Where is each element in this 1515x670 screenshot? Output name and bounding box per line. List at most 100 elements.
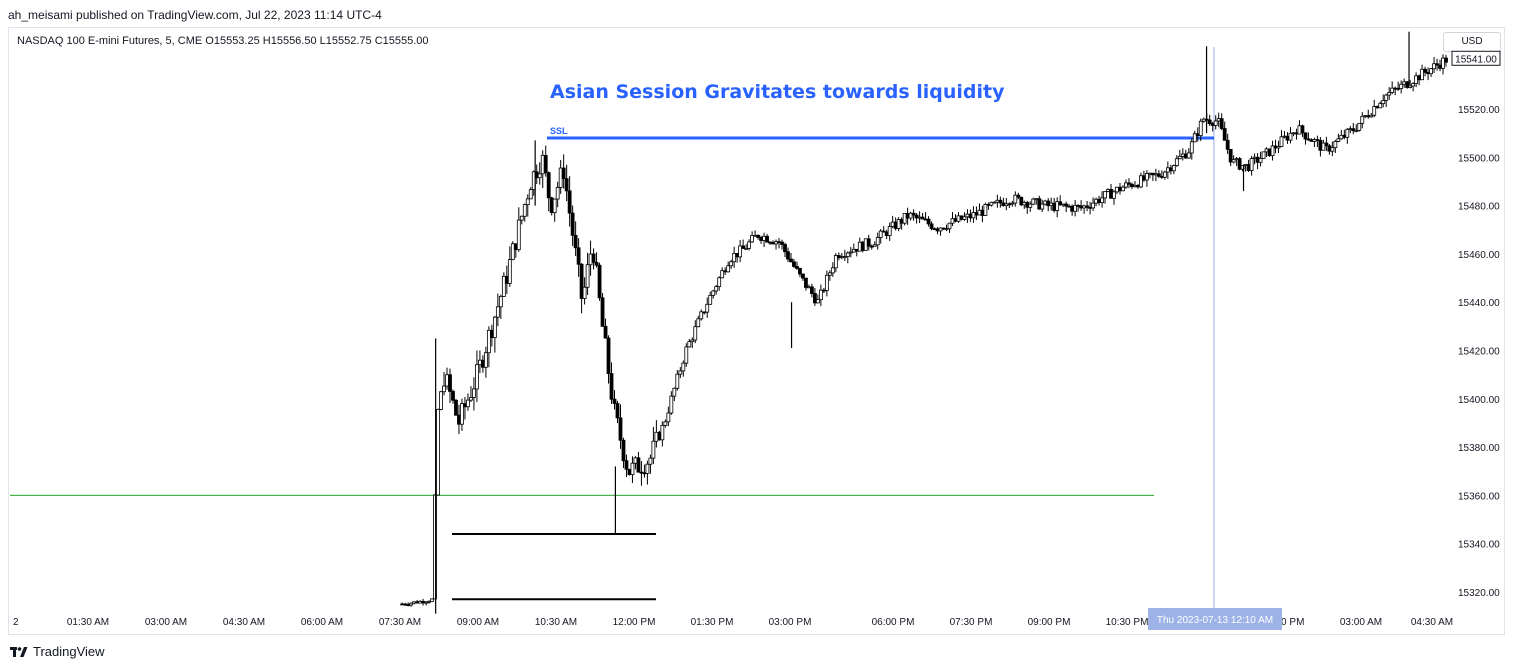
candle-body	[738, 245, 743, 258]
candle-body	[762, 235, 766, 241]
candle	[756, 234, 760, 240]
candle-body	[1405, 81, 1410, 88]
candle	[893, 217, 898, 231]
candle	[448, 368, 452, 403]
candle	[603, 318, 608, 339]
candle	[1085, 200, 1089, 212]
candle-body	[795, 266, 799, 269]
candle-body	[430, 598, 434, 602]
candle	[875, 232, 880, 250]
candle-body	[415, 601, 419, 604]
candle	[1061, 203, 1066, 208]
candle-body	[1165, 167, 1170, 173]
candle-body	[588, 253, 593, 266]
candle	[1372, 99, 1377, 118]
candle-body	[454, 399, 458, 416]
candle	[1058, 195, 1063, 206]
candle-body	[717, 277, 722, 287]
candle-body	[908, 212, 913, 219]
candle-body	[1384, 94, 1389, 101]
candle-body	[1339, 134, 1344, 140]
candle	[860, 240, 865, 253]
candle-body	[1088, 206, 1092, 209]
candle-body	[1411, 83, 1416, 87]
candle-body	[1333, 141, 1338, 149]
candle	[1390, 81, 1395, 95]
candle	[427, 600, 431, 604]
candle-body	[956, 215, 961, 222]
candle-body	[1064, 203, 1069, 207]
candle-body	[1279, 136, 1284, 147]
candle-body	[1381, 100, 1386, 105]
candle-body	[780, 241, 784, 245]
candle-body	[412, 601, 417, 604]
candle	[1145, 170, 1149, 187]
candle-body	[483, 352, 488, 368]
candle	[789, 252, 793, 263]
candle-body	[1067, 205, 1072, 208]
candle	[621, 437, 626, 469]
tradingview-footer[interactable]: TradingView	[10, 644, 105, 659]
candle	[977, 203, 982, 216]
candle	[1076, 204, 1081, 212]
candle-body	[980, 209, 985, 216]
candle-body	[947, 222, 952, 230]
candle-body	[498, 296, 503, 308]
candle-body	[1103, 190, 1107, 199]
candle	[651, 426, 656, 464]
candle-body	[516, 219, 521, 251]
publisher-caption: ah_meisami published on TradingView.com,…	[8, 8, 382, 22]
candle	[869, 244, 874, 250]
candle	[854, 248, 859, 257]
candle	[1046, 198, 1051, 212]
candle	[813, 288, 817, 306]
candle-body	[639, 471, 644, 474]
candle	[917, 211, 922, 224]
candle	[460, 398, 464, 431]
candle-body	[693, 326, 698, 341]
candle	[1162, 170, 1167, 180]
candle-body	[995, 199, 1000, 203]
candle-body	[711, 290, 716, 296]
candle-body	[561, 167, 566, 179]
y-tick-label: 15420.00	[1458, 347, 1500, 358]
candle	[1285, 132, 1290, 144]
candle	[1148, 172, 1152, 179]
candle	[597, 262, 602, 301]
candle-body	[1300, 125, 1305, 134]
candle	[1438, 59, 1442, 72]
candle-body	[971, 212, 976, 219]
candle	[983, 202, 988, 216]
candle-body	[720, 270, 725, 279]
candle	[406, 602, 411, 607]
candle-body	[1136, 184, 1140, 188]
candle	[714, 284, 719, 295]
candle-body	[1297, 125, 1302, 135]
candle	[1417, 74, 1421, 86]
candle	[504, 265, 509, 295]
x-tick-label: 01:30 PM	[1262, 617, 1305, 628]
candle	[1091, 197, 1095, 211]
candle	[759, 235, 763, 244]
candle	[1357, 122, 1362, 132]
candle-body	[1073, 204, 1078, 212]
candle	[561, 154, 566, 189]
candle-body	[1264, 148, 1269, 153]
candle-body	[869, 245, 874, 248]
candle-body	[421, 600, 425, 604]
candle	[956, 212, 961, 224]
candle	[836, 252, 841, 261]
candle	[1375, 105, 1380, 109]
candle	[1420, 64, 1424, 81]
candle	[842, 249, 847, 261]
candle	[430, 598, 434, 602]
candle	[630, 456, 635, 484]
candle	[1040, 199, 1045, 213]
candle-body	[1049, 202, 1054, 207]
candle	[1159, 170, 1164, 179]
x-tick-label: 07:30 AM	[379, 617, 421, 628]
candle	[1288, 127, 1293, 144]
annotation-title: Asian Session Gravitates towards liquidi…	[550, 81, 1005, 103]
candle-body	[768, 241, 772, 244]
